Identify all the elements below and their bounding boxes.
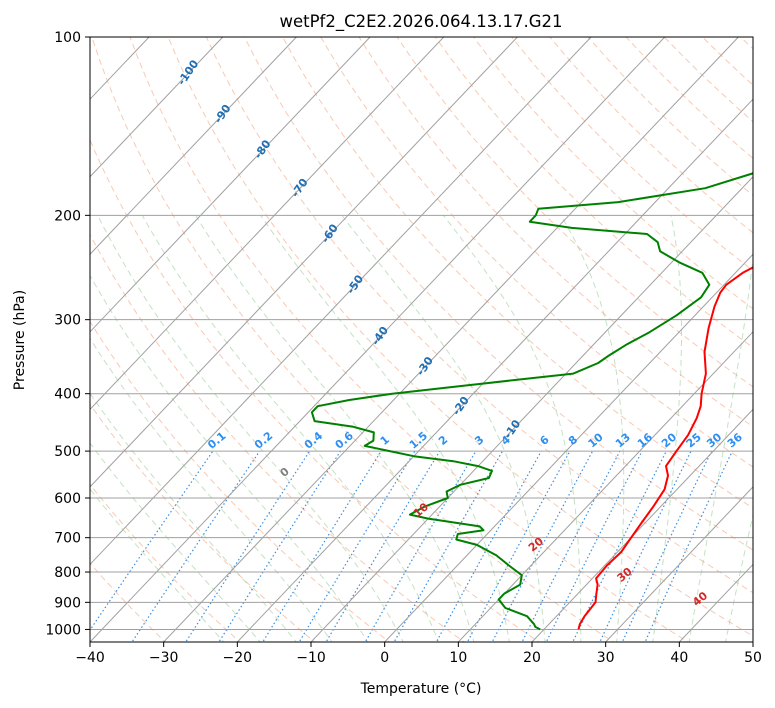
dry-adiabat-line bbox=[434, 37, 753, 349]
x-tick-label: −10 bbox=[296, 650, 326, 666]
y-axis: 100 200 300 400 500 600 700 800 900 1000 bbox=[45, 30, 90, 638]
series-lines bbox=[310, 171, 753, 631]
x-axis: −40 −30 −20 −10 0 10 20 30 40 50 bbox=[75, 642, 762, 666]
isotherm-line bbox=[90, 37, 224, 178]
y-tick-label: 400 bbox=[54, 387, 81, 403]
x-tick-label: 50 bbox=[744, 650, 762, 666]
mixing-ratio-line bbox=[644, 450, 733, 642]
temperature-line bbox=[577, 266, 753, 630]
x-tick-label: 0 bbox=[380, 650, 389, 666]
moist-adiabat-line bbox=[652, 215, 682, 642]
mixing-ratio-line bbox=[262, 450, 382, 642]
chart-title: wetPf2_C2E2.2026.064.13.17.G21 bbox=[279, 12, 562, 32]
x-tick-label: 10 bbox=[449, 650, 467, 666]
y-axis-label: Pressure (hPa) bbox=[12, 290, 28, 390]
isotherm-line bbox=[90, 37, 518, 488]
dry-adiabat-line bbox=[90, 233, 465, 642]
isotherm-line bbox=[90, 37, 592, 566]
isotherm-line bbox=[90, 37, 666, 642]
x-tick-label: −20 bbox=[223, 650, 253, 666]
mixing-ratio-line bbox=[325, 450, 441, 642]
isotherm-line bbox=[236, 98, 753, 642]
moist-adiabat-line bbox=[97, 215, 404, 642]
isotherm-line bbox=[384, 253, 753, 642]
y-tick-label: 200 bbox=[54, 208, 81, 224]
y-tick-label: 100 bbox=[54, 30, 81, 46]
mixing-ratio-line bbox=[185, 450, 311, 642]
moist-adiabat-line bbox=[141, 215, 440, 642]
isotherm-line bbox=[90, 37, 297, 256]
mixing-ratio-line bbox=[545, 450, 643, 642]
mixing-ratio-line bbox=[90, 450, 214, 632]
isotherm-line bbox=[310, 176, 753, 642]
dewpoint-line bbox=[310, 171, 753, 631]
mixing-ratio-line bbox=[572, 450, 667, 642]
mixing-ratio-line bbox=[491, 450, 594, 642]
dry-adiabat-line bbox=[90, 320, 391, 642]
mixing-ratio-line bbox=[364, 450, 477, 642]
x-tick-label: 40 bbox=[670, 650, 688, 666]
mixing-ratio-line bbox=[218, 450, 342, 642]
x-tick-label: −40 bbox=[75, 650, 105, 666]
moist-adiabat-line bbox=[90, 488, 225, 642]
plot-frame bbox=[89, 36, 754, 643]
y-tick-label: 900 bbox=[54, 595, 81, 611]
y-tick-label: 500 bbox=[54, 444, 81, 460]
isotherm-line bbox=[163, 37, 739, 642]
y-tick-label: 700 bbox=[54, 531, 81, 547]
x-axis-label: Temperature (°C) bbox=[360, 681, 482, 697]
y-tick-label: 1000 bbox=[45, 622, 81, 638]
dry-adiabat-line bbox=[396, 37, 753, 388]
mixing-ratio-line bbox=[466, 450, 571, 642]
y-tick-label: 600 bbox=[54, 491, 81, 507]
moist-adiabat-line bbox=[560, 215, 625, 642]
y-tick-label: 300 bbox=[54, 313, 81, 329]
dry-adiabat-line bbox=[129, 37, 690, 642]
mixing-ratio-line bbox=[435, 450, 542, 642]
x-tick-label: 30 bbox=[597, 650, 615, 666]
mixing-ratio-line bbox=[298, 450, 416, 642]
moist-adiabat-line bbox=[90, 337, 333, 642]
isotherm-line bbox=[90, 37, 445, 411]
moist-adiabat-line bbox=[688, 254, 753, 642]
x-tick-label: −30 bbox=[149, 650, 179, 666]
y-tick-label: 800 bbox=[54, 565, 81, 581]
moist-adiabat-line bbox=[443, 214, 582, 642]
grid bbox=[90, 37, 753, 642]
isotherm-line bbox=[605, 486, 753, 642]
moist-adiabat-line bbox=[341, 214, 546, 642]
dry-adiabat-line bbox=[473, 37, 753, 310]
isotherm-line bbox=[90, 37, 371, 333]
x-tick-label: 20 bbox=[523, 650, 541, 666]
moist-adiabat-line bbox=[195, 215, 475, 642]
isotherm-line bbox=[457, 331, 753, 642]
